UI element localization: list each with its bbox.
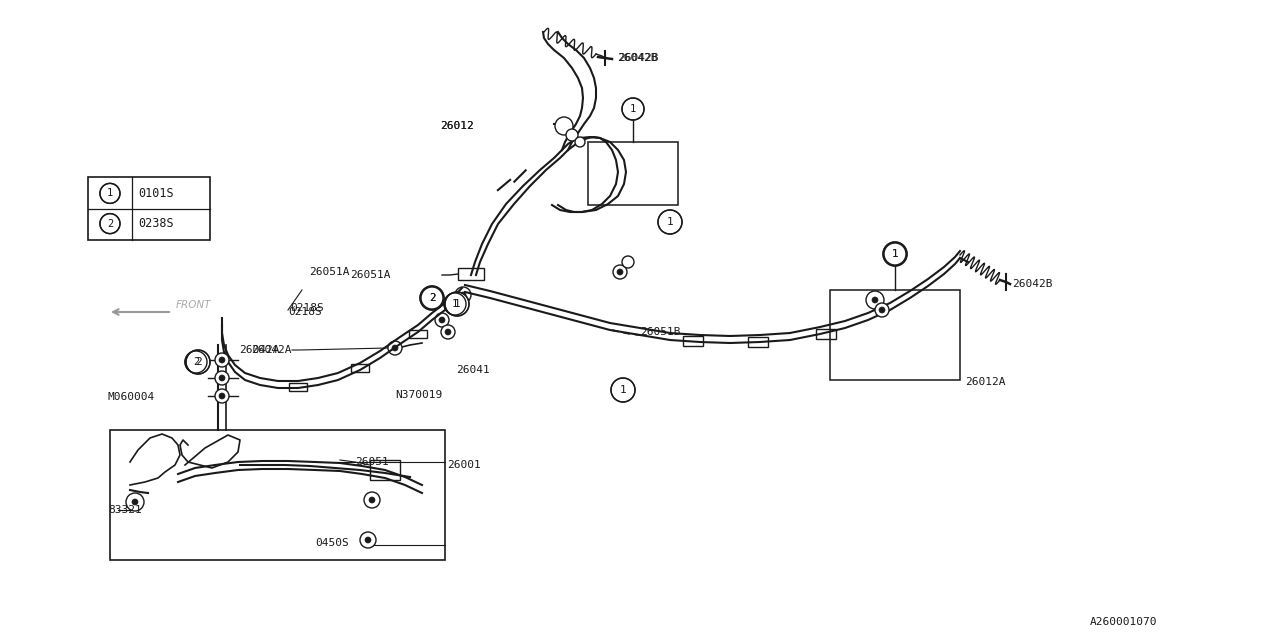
Circle shape — [435, 313, 449, 327]
Text: 1: 1 — [453, 299, 461, 309]
Text: 26042A: 26042A — [239, 345, 280, 355]
Circle shape — [125, 493, 143, 511]
Circle shape — [876, 303, 890, 317]
Circle shape — [617, 269, 623, 275]
Text: 1: 1 — [892, 249, 899, 259]
Text: 0218S: 0218S — [288, 307, 321, 317]
Circle shape — [872, 297, 878, 303]
Circle shape — [460, 292, 466, 298]
Text: 2: 2 — [195, 357, 201, 367]
Circle shape — [186, 351, 207, 373]
Text: 26042B: 26042B — [617, 53, 658, 63]
Text: 1: 1 — [452, 299, 458, 309]
Text: 1: 1 — [620, 385, 626, 395]
Bar — [684, 336, 703, 346]
Bar — [289, 383, 307, 391]
Text: 1: 1 — [667, 217, 673, 227]
Circle shape — [100, 184, 120, 204]
Circle shape — [454, 287, 471, 303]
Circle shape — [867, 291, 884, 309]
Text: 0101S: 0101S — [138, 187, 174, 200]
Text: 26012: 26012 — [440, 121, 474, 131]
Circle shape — [219, 357, 225, 363]
Circle shape — [658, 210, 682, 234]
Circle shape — [445, 292, 468, 316]
Circle shape — [884, 243, 906, 265]
Circle shape — [613, 265, 627, 279]
Circle shape — [219, 393, 225, 399]
Text: 26051B: 26051B — [640, 327, 681, 337]
Circle shape — [883, 242, 908, 266]
Circle shape — [369, 497, 375, 503]
Text: 26001: 26001 — [447, 460, 481, 470]
Circle shape — [622, 256, 634, 268]
Text: 26012: 26012 — [440, 121, 474, 131]
Text: 0238S: 0238S — [138, 217, 174, 230]
Circle shape — [575, 137, 585, 147]
Bar — [88, 177, 210, 240]
Bar — [110, 430, 445, 560]
Circle shape — [439, 317, 445, 323]
Bar — [410, 330, 428, 338]
Circle shape — [421, 287, 443, 309]
Circle shape — [100, 214, 120, 234]
Circle shape — [215, 353, 229, 367]
Circle shape — [879, 307, 884, 313]
Text: 1: 1 — [892, 249, 899, 259]
Text: 26012A: 26012A — [965, 377, 1006, 387]
Circle shape — [388, 341, 402, 355]
Circle shape — [215, 389, 229, 403]
Bar — [748, 337, 768, 347]
Bar — [351, 364, 369, 372]
Text: 26051A: 26051A — [349, 270, 390, 280]
Text: 0218S: 0218S — [291, 303, 324, 313]
Bar — [588, 142, 678, 205]
Circle shape — [365, 537, 371, 543]
Circle shape — [132, 499, 138, 505]
Circle shape — [392, 345, 398, 351]
Text: A260001070: A260001070 — [1091, 617, 1157, 627]
Text: FRONT: FRONT — [177, 300, 211, 310]
Circle shape — [360, 532, 376, 548]
Text: 26042B: 26042B — [1012, 279, 1052, 289]
Bar — [458, 268, 484, 280]
Circle shape — [445, 329, 451, 335]
Circle shape — [622, 98, 644, 120]
Text: 2: 2 — [429, 293, 435, 303]
Circle shape — [420, 286, 444, 310]
Text: 0450S: 0450S — [315, 538, 348, 548]
Text: 2: 2 — [193, 357, 200, 367]
Text: 2: 2 — [429, 293, 435, 303]
Text: 1: 1 — [106, 188, 113, 198]
Bar — [829, 290, 960, 380]
Circle shape — [215, 371, 229, 385]
Text: 26041: 26041 — [456, 365, 490, 375]
Text: N370019: N370019 — [396, 390, 443, 400]
Text: 1: 1 — [630, 104, 636, 114]
Text: 26051: 26051 — [355, 457, 389, 467]
Text: 26042A: 26042A — [251, 345, 292, 355]
Circle shape — [611, 378, 635, 402]
Circle shape — [444, 293, 466, 315]
Text: 26042B: 26042B — [618, 53, 658, 63]
Circle shape — [364, 492, 380, 508]
Text: 83321: 83321 — [108, 505, 142, 515]
Text: 2: 2 — [106, 219, 113, 228]
Bar — [817, 329, 836, 339]
Bar — [370, 460, 399, 480]
Circle shape — [556, 117, 573, 135]
Circle shape — [442, 325, 454, 339]
Text: M060004: M060004 — [108, 392, 155, 402]
Text: 26051A: 26051A — [310, 267, 349, 277]
Circle shape — [186, 350, 210, 374]
Circle shape — [219, 375, 225, 381]
Circle shape — [566, 129, 579, 141]
